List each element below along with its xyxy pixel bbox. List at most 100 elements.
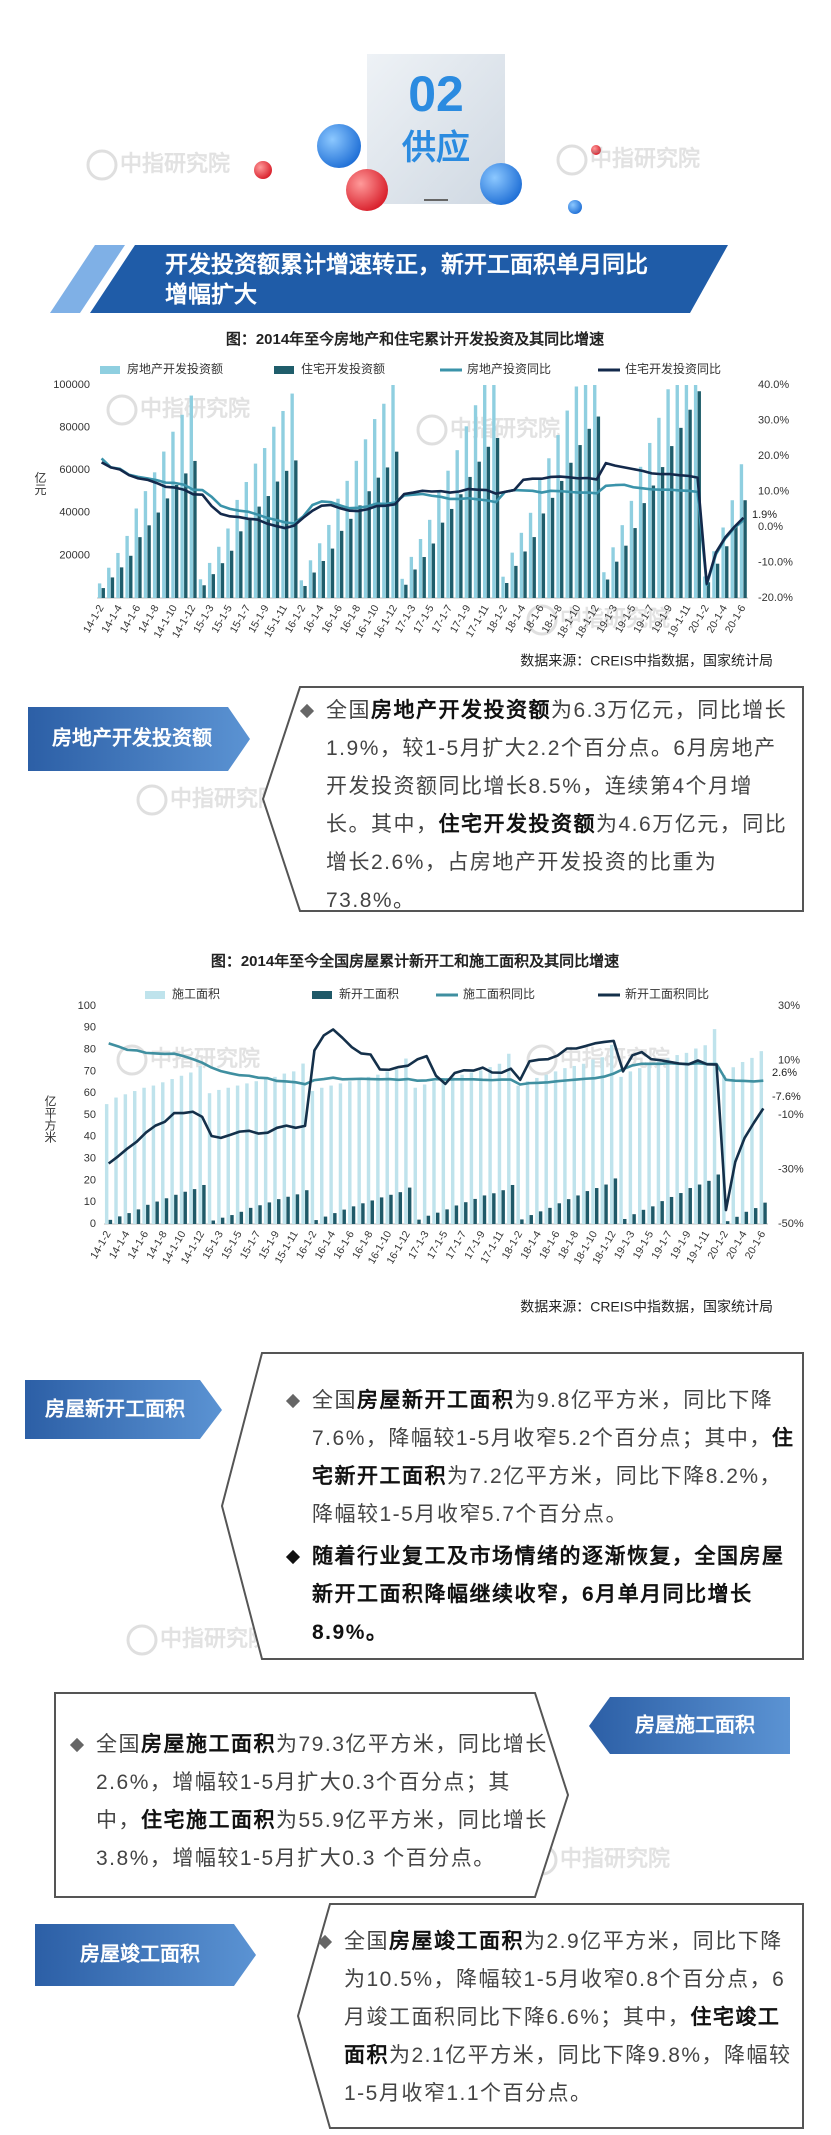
bar: [229, 550, 234, 598]
bar: [151, 1085, 156, 1224]
y-tick-label: 60: [84, 1087, 96, 1099]
bullet: [69, 1737, 85, 1753]
banner-strip: [50, 245, 125, 313]
bar: [620, 525, 624, 598]
bar: [541, 513, 546, 598]
bar: [647, 1064, 651, 1224]
bars: [104, 1029, 767, 1224]
bar: [312, 572, 316, 598]
bar: [230, 1215, 234, 1224]
text-run: 全国: [326, 699, 371, 722]
y-tick-label: 40: [84, 1131, 96, 1143]
bar: [464, 1202, 468, 1224]
bar: [114, 1097, 118, 1224]
bar: [281, 410, 285, 598]
text-run: 为6.3万亿元，同比增长1.9%，较1-5月扩大2.2个百分点。6月房地产开发投…: [326, 699, 788, 836]
y-axis-label: 亿元: [33, 470, 47, 496]
bar: [660, 467, 665, 598]
bar: [142, 1087, 146, 1224]
bar: [660, 1201, 664, 1224]
text-box: [296, 1903, 804, 2129]
emphasis: 住宅新开工面积: [312, 1427, 795, 1488]
text-run: 全国: [312, 1389, 357, 1412]
bar: [523, 551, 527, 598]
bullet: [317, 1934, 333, 1950]
legend-swatch: [145, 991, 165, 999]
bar: [715, 563, 720, 598]
bar: [272, 426, 276, 598]
bar: [675, 385, 679, 598]
y2-tick-label: -50%: [778, 1218, 804, 1230]
bar: [320, 1087, 324, 1224]
section-label-bg: [25, 1380, 222, 1439]
bar: [198, 1065, 202, 1224]
bar: [183, 1191, 187, 1224]
legend-swatch: [312, 991, 332, 999]
bar: [394, 1069, 399, 1224]
bar: [473, 1198, 477, 1224]
bar: [593, 385, 597, 598]
bar: [703, 1045, 707, 1224]
banner: [90, 245, 728, 313]
bar: [422, 557, 426, 598]
bar: [263, 1079, 268, 1224]
bar: [712, 551, 716, 598]
bar: [400, 578, 404, 598]
paragraph: 全国房屋新开工面积为9.8亿平方米，同比下降7.6%，降幅较1-5月收窄5.2个…: [282, 1382, 796, 1534]
bar: [501, 1190, 505, 1224]
bar: [651, 485, 656, 598]
section-title: 供应: [401, 129, 470, 167]
text-run: 为7.2亿平方米，同比下降8.2%，降幅较1-5月收窄5.7个百分点。: [312, 1465, 783, 1526]
bar: [538, 479, 542, 598]
bar: [744, 1211, 749, 1224]
y2-tick-label: -10.0%: [758, 556, 793, 568]
watermark: 中指研究院: [160, 1626, 270, 1651]
bar: [385, 467, 390, 598]
bar: [404, 1058, 408, 1224]
bar: [731, 1067, 735, 1224]
bar: [547, 458, 551, 598]
watermark-logo: [526, 604, 558, 636]
bar: [669, 1196, 674, 1224]
legend-label: 住宅开发投资同比: [625, 361, 721, 376]
bar: [735, 1216, 739, 1224]
bar: [398, 1192, 403, 1224]
bar: [651, 1206, 655, 1224]
watermark: 中指研究院: [590, 146, 700, 171]
bar: [712, 1029, 717, 1224]
bar: [638, 1068, 642, 1224]
legend-label: 住宅开发投资额: [301, 361, 385, 376]
bar: [576, 1195, 580, 1224]
bar: [123, 1094, 128, 1224]
bar: [565, 410, 569, 598]
source: 数据来源：CREIS中指数据，国家统计局: [520, 653, 773, 669]
watermark-logo: [136, 784, 168, 816]
y2-tick-label: -10%: [778, 1109, 804, 1121]
bar: [155, 1201, 159, 1224]
bar: [254, 1081, 259, 1224]
y-tick-label: 60000: [59, 464, 90, 476]
bar: [132, 1091, 137, 1224]
bar: [143, 491, 148, 598]
y-tick-label: 30: [84, 1153, 96, 1165]
bar: [226, 528, 230, 598]
bar: [613, 1178, 618, 1224]
bar: [600, 1057, 605, 1224]
bar: [473, 405, 478, 598]
bar: [193, 460, 197, 598]
bar: [483, 385, 487, 598]
bar: [657, 417, 661, 598]
bar: [171, 431, 175, 598]
bar: [370, 1200, 374, 1224]
bar: [379, 1197, 384, 1224]
bar: [146, 1204, 150, 1224]
bar: [125, 535, 129, 598]
bar: [248, 519, 252, 598]
bar: [495, 437, 500, 598]
bar: [321, 560, 326, 598]
y-tick-label: 100: [78, 1000, 96, 1012]
bar: [707, 1180, 711, 1224]
bar: [688, 409, 692, 598]
bubble: [346, 169, 388, 211]
